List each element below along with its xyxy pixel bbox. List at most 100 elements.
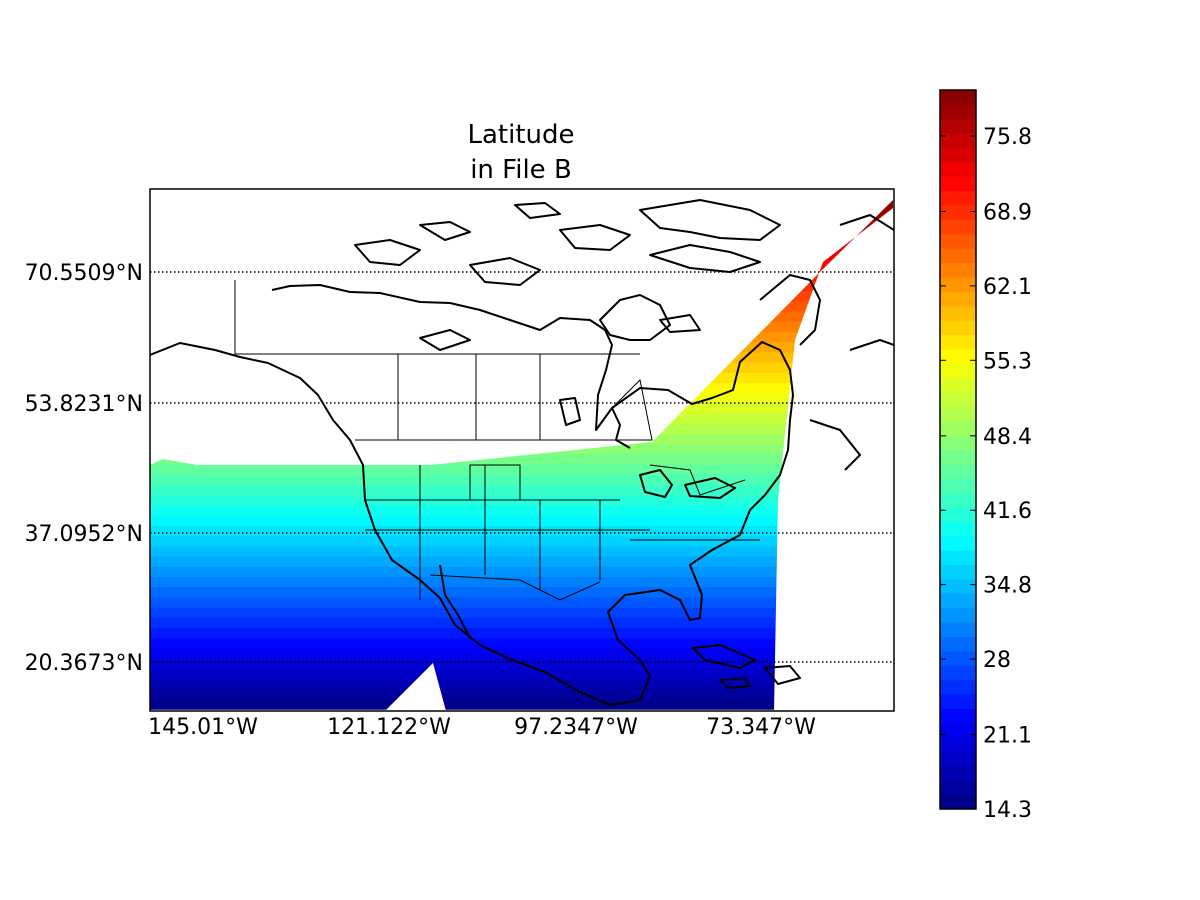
latitude-band	[150, 566, 893, 577]
colorbar-tick-label: 62.1	[983, 275, 1032, 300]
colorbar-level	[940, 190, 976, 206]
colorbar-level	[940, 722, 976, 738]
colorbar-level	[940, 693, 976, 709]
colorbar-level	[940, 521, 976, 537]
latitude-band	[150, 637, 893, 649]
colorbar-level	[940, 636, 976, 652]
colorbar-level	[940, 320, 976, 335]
colorbar-level	[940, 377, 976, 393]
latitude-band	[150, 596, 893, 608]
colorbar-level	[940, 334, 976, 350]
colorbar-level	[940, 90, 976, 105]
colorbar-level	[940, 751, 976, 767]
colorbar-tick-label: 68.9	[983, 200, 1032, 225]
colorbar-level	[940, 305, 976, 321]
colorbar-level	[940, 550, 976, 566]
colorbar-level	[940, 708, 976, 724]
colorbar-level	[940, 348, 976, 364]
lat-tick-label: 53.8231°N	[25, 392, 143, 417]
latitude-band	[150, 627, 893, 639]
colorbar-level	[940, 420, 976, 436]
lon-tick-label: 145.01°W	[148, 715, 258, 740]
colorbar-level	[940, 176, 976, 192]
latitude-band	[150, 474, 893, 486]
latitude-band	[150, 525, 893, 537]
colorbar-level	[940, 248, 976, 264]
coastlines	[150, 199, 894, 706]
colorbar-frame	[939, 89, 977, 810]
latitude-band	[150, 586, 893, 598]
latitude-band	[150, 464, 893, 475]
colorbar-tick-label: 14.3	[983, 798, 1032, 823]
longitude-labels: 145.01°W 121.122°W 97.2347°W 73.347°W	[148, 715, 816, 740]
colorbar-tick-label: 55.3	[983, 349, 1032, 374]
latitude-band	[150, 668, 893, 680]
colorbar-tick-label: 21.1	[983, 724, 1032, 749]
latitude-labels: 70.5509°N 53.8231°N 37.0952°N 20.3673°N	[25, 261, 143, 676]
colorbar-tick-label: 48.4	[983, 425, 1032, 450]
lat-tick-label: 37.0952°N	[25, 522, 143, 547]
colorbar-level	[940, 363, 976, 379]
colorbar-tick-label: 34.8	[983, 574, 1032, 599]
latitude-band	[150, 688, 893, 700]
lon-tick-label: 97.2347°W	[514, 715, 638, 740]
colorbar-level	[940, 406, 976, 422]
latitude-band	[150, 576, 893, 588]
lon-tick-label: 121.122°W	[327, 715, 451, 740]
latitude-band	[150, 555, 893, 567]
latitude-band	[150, 515, 893, 526]
latitude-band	[150, 484, 893, 496]
colorbar-level	[940, 233, 976, 249]
colorbar-level	[940, 737, 976, 752]
colorbar-level	[940, 679, 976, 695]
lat-tick-label: 20.3673°N	[25, 651, 143, 676]
colorbar-level	[940, 205, 976, 220]
colorbar-level	[940, 161, 976, 177]
colorbar-level	[940, 391, 976, 407]
colorbar-tick-label: 41.6	[983, 499, 1032, 524]
colorbar-level	[940, 133, 976, 149]
colorbar	[940, 90, 976, 810]
colorbar-level	[940, 650, 976, 666]
latitude-band	[150, 647, 893, 659]
colorbar-level	[940, 780, 976, 796]
colorbar-level	[940, 794, 976, 810]
map-frame	[149, 188, 895, 712]
colorbar-level	[940, 104, 976, 120]
latitude-band	[150, 607, 893, 618]
colorbar-level	[940, 276, 976, 292]
colorbar-level	[940, 665, 976, 681]
colorbar-level	[940, 492, 976, 508]
latitude-band	[150, 453, 893, 465]
colorbar-level	[940, 463, 976, 479]
colorbar-level	[940, 478, 976, 494]
colorbar-level	[940, 507, 976, 522]
colorbar-level	[940, 535, 976, 551]
colorbar-level	[940, 147, 976, 163]
colorbar-level	[940, 607, 976, 623]
lat-tick-label: 70.5509°N	[25, 261, 143, 286]
colorbar-tick-label: 75.8	[983, 125, 1032, 150]
colorbar-level	[940, 435, 976, 450]
latitude-band	[150, 545, 893, 557]
colorbar-level	[940, 593, 976, 609]
colorbar-level	[940, 765, 976, 781]
political-borders	[234, 280, 760, 601]
colorbar-level	[940, 262, 976, 278]
colorbar-level	[940, 449, 976, 465]
latitude-band	[150, 698, 893, 710]
latitude-gridlines	[150, 271, 894, 663]
colorbar-level	[940, 118, 976, 134]
latitude-band	[150, 678, 893, 690]
colorbar-ticks: 14.3 21.1 28 34.8 41.6 48.4 55.3 62.1 68.9 75.8	[940, 125, 1032, 823]
colorbar-level	[940, 219, 976, 235]
chart-title-line-1: Latitude	[467, 120, 574, 150]
latitude-band	[150, 535, 893, 547]
latitude-band	[150, 504, 893, 516]
colorbar-level	[940, 578, 976, 594]
map-plot-area	[150, 189, 894, 711]
colorbar-level	[940, 622, 976, 637]
colorbar-level	[940, 291, 976, 307]
colorbar-tick-label: 28	[983, 648, 1011, 673]
